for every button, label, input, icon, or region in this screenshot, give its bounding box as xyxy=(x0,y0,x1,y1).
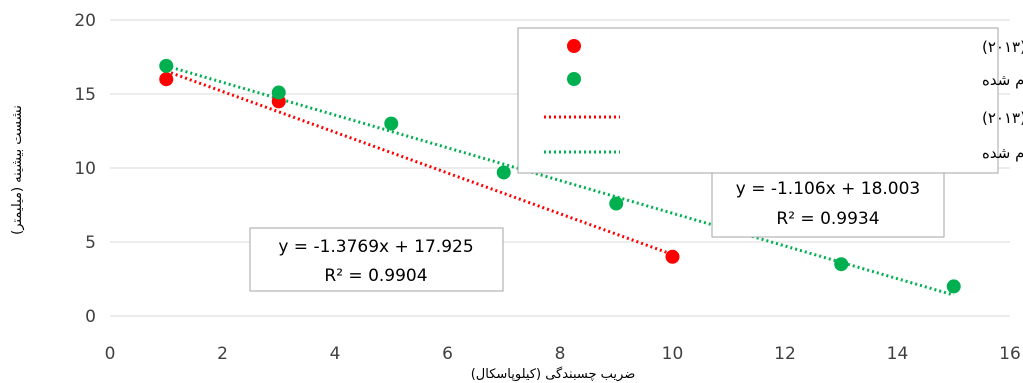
y-tick-label-3: 15 xyxy=(74,85,96,105)
x-tick-label-4: 8 xyxy=(555,344,566,364)
x-tick-label-3: 6 xyxy=(442,344,453,364)
model-point-0 xyxy=(159,58,174,73)
y-tick-label-4: 20 xyxy=(74,11,96,31)
x-tick-label-5: 10 xyxy=(662,344,684,364)
hesami-point-2 xyxy=(665,249,680,264)
model-point-6 xyxy=(946,279,961,294)
r2-model: R² = 0.9934 xyxy=(776,209,879,229)
legend-marker-model xyxy=(567,72,581,86)
r2-hesami: R² = 0.9904 xyxy=(324,266,427,286)
model-point-5 xyxy=(834,257,849,272)
model-point-2 xyxy=(384,116,399,131)
model-point-4 xyxy=(609,196,624,211)
x-axis-title: ضریب چسبندگی (کیلوپاسکال) xyxy=(471,366,636,382)
x-tick-label-2: 4 xyxy=(330,344,341,364)
x-tick-label-1: 2 xyxy=(217,344,228,364)
hesami-point-0 xyxy=(159,72,174,87)
x-tick-label-8: 16 xyxy=(999,344,1021,364)
legend-label-hesami-trend: درون یابی خطی حسامی و همکاران (۲۰۱۳) xyxy=(982,109,1023,127)
y-tick-label-1: 5 xyxy=(85,233,96,253)
legend: حسامی و همکاران (۲۰۱۳) مدلسازی انجام شده… xyxy=(517,27,1023,174)
trendline-model xyxy=(165,64,955,297)
legend-label-hesami: حسامی و همکاران (۲۰۱۳) xyxy=(982,38,1023,56)
model-point-1 xyxy=(271,85,286,100)
axis-ticks: 0 5 10 15 20 0 2 4 6 8 10 12 14 16 xyxy=(74,11,1020,364)
equation-box-hesami: y = -1.3769x + 17.925 R² = 0.9904 xyxy=(249,227,504,292)
y-tick-label-2: 10 xyxy=(74,159,96,179)
legend-label-model: مدلسازی انجام شده xyxy=(982,71,1023,89)
y-axis-title: نشست بیشینه (میلیمتر) xyxy=(10,105,25,235)
x-tick-label-7: 14 xyxy=(887,344,909,364)
y-tick-label-0: 0 xyxy=(85,307,96,327)
trendlines xyxy=(165,64,955,297)
equation-hesami: y = -1.3769x + 17.925 xyxy=(278,237,473,257)
legend-marker-hesami xyxy=(567,39,581,53)
equation-model: y = -1.106x + 18.003 xyxy=(736,179,921,199)
legend-label-model-trend: درون یابی خطی مدلسازی انجام شده xyxy=(982,144,1023,162)
x-tick-label-0: 0 xyxy=(105,344,116,364)
model-point-3 xyxy=(496,165,511,180)
equation-box-model: y = -1.106x + 18.003 R² = 0.9934 xyxy=(711,170,945,238)
data-points xyxy=(159,58,961,294)
x-tick-label-6: 12 xyxy=(774,344,796,364)
